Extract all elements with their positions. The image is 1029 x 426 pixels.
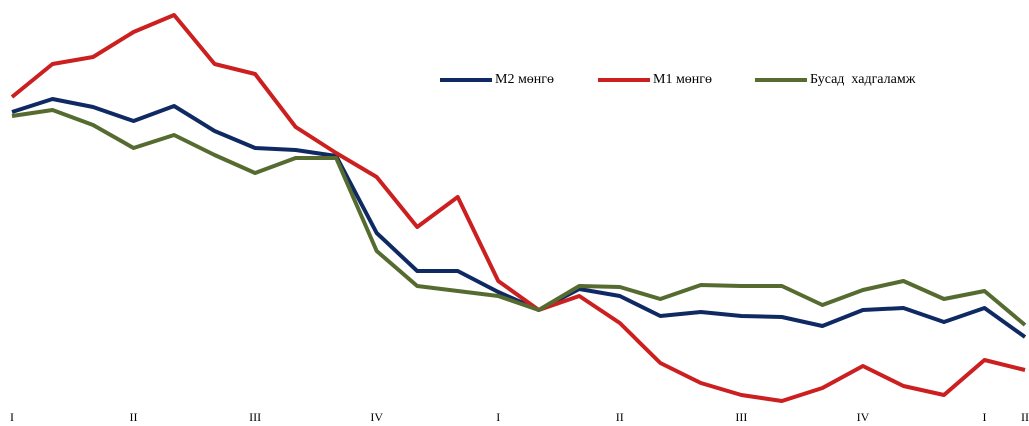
series-line	[10, 13, 1026, 403]
x-tick-label: III	[735, 410, 747, 424]
legend-label: M1 мөнгө	[653, 72, 712, 87]
x-tick-label: IV	[857, 410, 870, 424]
series-line	[11, 108, 1027, 327]
x-tick-label: II	[616, 410, 624, 424]
legend-label: Бусад хадгаламж	[810, 72, 916, 87]
x-tick-label: IV	[370, 410, 383, 424]
x-tick-label: I	[496, 410, 500, 424]
legend-label: M2 мөнгө	[495, 72, 554, 87]
x-tick-label: II	[1021, 410, 1029, 424]
x-tick-label: I	[10, 410, 14, 424]
x-tick-label: I	[982, 410, 986, 424]
x-tick-label: II	[130, 410, 138, 424]
x-tick-label: III	[249, 410, 261, 424]
